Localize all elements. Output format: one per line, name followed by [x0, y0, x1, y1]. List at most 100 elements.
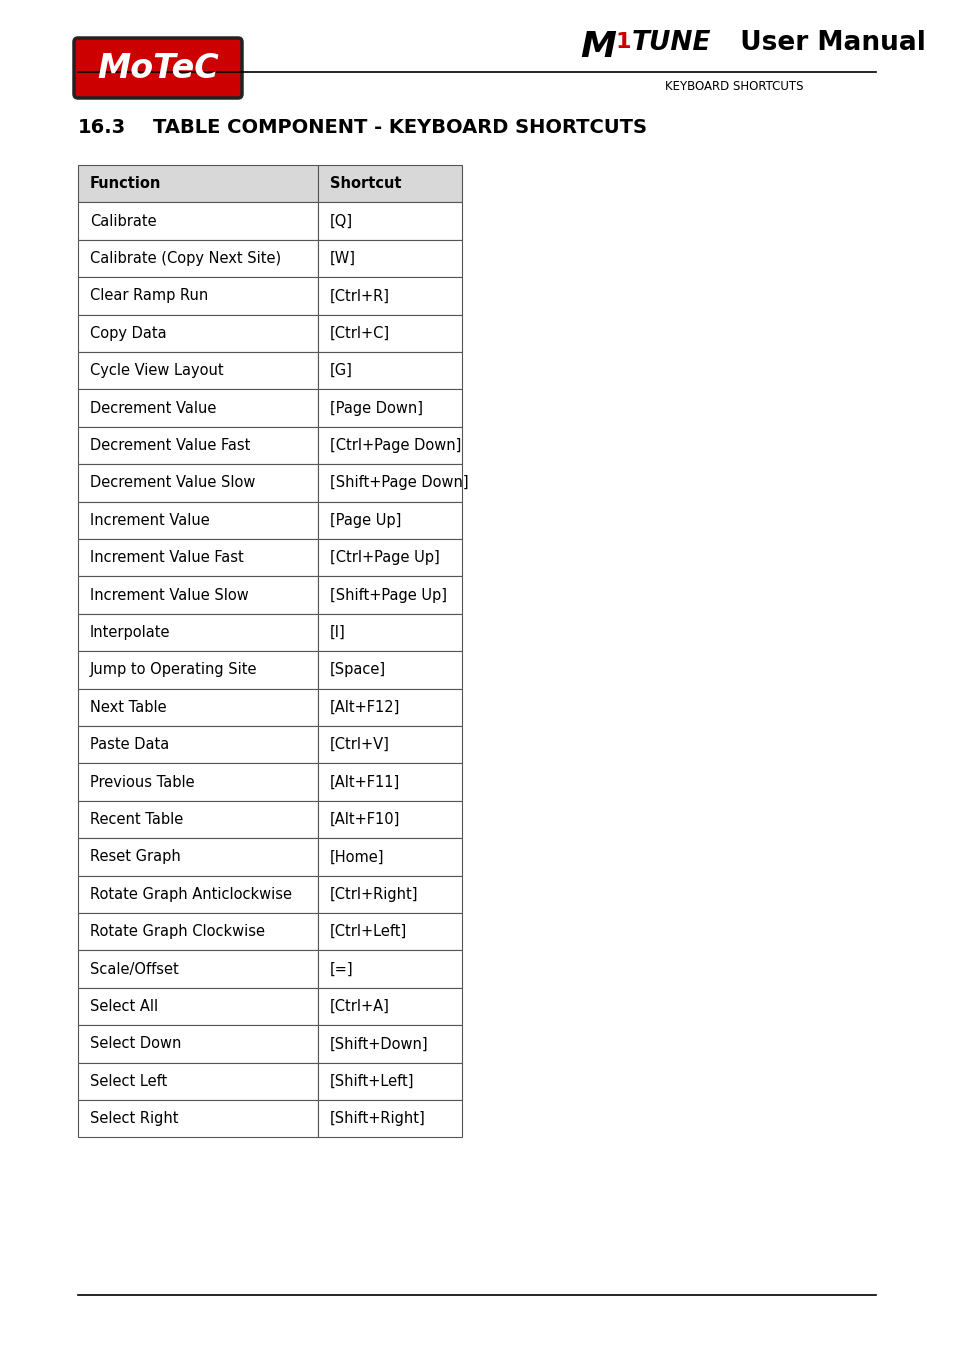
Text: Jump to Operating Site: Jump to Operating Site	[90, 663, 257, 678]
Bar	[78, 539, 317, 576]
Text: Increment Value Fast: Increment Value Fast	[90, 551, 244, 566]
Text: KEYBOARD SHORTCUTS: KEYBOARD SHORTCUTS	[664, 80, 802, 93]
Bar	[78, 614, 317, 651]
Text: Scale/Offset: Scale/Offset	[90, 961, 178, 976]
Text: Calibrate (Copy Next Site): Calibrate (Copy Next Site)	[90, 251, 281, 266]
Text: [Shift+Down]: [Shift+Down]	[330, 1037, 428, 1052]
Text: [Alt+F10]: [Alt+F10]	[330, 811, 400, 828]
Bar	[78, 726, 317, 763]
Text: User Manual: User Manual	[721, 30, 925, 55]
Bar	[78, 763, 317, 801]
Text: [Ctrl+C]: [Ctrl+C]	[330, 325, 390, 340]
Bar	[317, 277, 461, 315]
Text: Paste Data: Paste Data	[90, 737, 169, 752]
Bar	[317, 838, 461, 876]
Text: Clear Ramp Run: Clear Ramp Run	[90, 289, 208, 304]
Text: [Shift+Left]: [Shift+Left]	[330, 1073, 414, 1089]
Text: Rotate Graph Anticlockwise: Rotate Graph Anticlockwise	[90, 887, 292, 902]
Bar	[78, 240, 317, 277]
Bar	[317, 315, 461, 352]
Bar	[317, 576, 461, 614]
Bar	[78, 389, 317, 427]
Bar	[317, 726, 461, 763]
Text: [Shift+Page Down]: [Shift+Page Down]	[330, 475, 468, 490]
Text: [Ctrl+Right]: [Ctrl+Right]	[330, 887, 418, 902]
Text: [Alt+F11]: [Alt+F11]	[330, 775, 400, 790]
Text: M: M	[579, 30, 616, 63]
Text: Interpolate: Interpolate	[90, 625, 171, 640]
Text: 16.3: 16.3	[78, 117, 126, 136]
Bar	[317, 240, 461, 277]
Text: TABLE COMPONENT - KEYBOARD SHORTCUTS: TABLE COMPONENT - KEYBOARD SHORTCUTS	[152, 117, 646, 136]
Text: Select Right: Select Right	[90, 1111, 178, 1126]
Text: [G]: [G]	[330, 363, 353, 378]
Bar	[317, 1025, 461, 1062]
Text: [Ctrl+Left]: [Ctrl+Left]	[330, 925, 407, 940]
Text: [Home]: [Home]	[330, 849, 384, 864]
Bar	[317, 1100, 461, 1138]
Text: [Page Up]: [Page Up]	[330, 513, 401, 528]
Text: Previous Table: Previous Table	[90, 775, 194, 790]
Text: Decrement Value Fast: Decrement Value Fast	[90, 437, 250, 454]
Bar	[78, 502, 317, 539]
Bar	[78, 427, 317, 464]
Text: [Shift+Page Up]: [Shift+Page Up]	[330, 587, 447, 602]
Bar	[78, 688, 317, 726]
Text: [Alt+F12]: [Alt+F12]	[330, 699, 400, 714]
Bar	[317, 913, 461, 950]
Text: Copy Data: Copy Data	[90, 325, 167, 340]
Text: Cycle View Layout: Cycle View Layout	[90, 363, 223, 378]
Text: Shortcut: Shortcut	[330, 177, 401, 192]
Bar	[78, 801, 317, 838]
Bar	[317, 427, 461, 464]
Bar	[78, 315, 317, 352]
Text: Calibrate: Calibrate	[90, 213, 156, 228]
Bar	[78, 1025, 317, 1062]
Text: [Shift+Right]: [Shift+Right]	[330, 1111, 425, 1126]
Text: [Ctrl+R]: [Ctrl+R]	[330, 289, 390, 304]
Bar	[317, 988, 461, 1025]
Text: [Q]: [Q]	[330, 213, 353, 228]
Text: [=]: [=]	[330, 961, 354, 976]
Bar	[78, 165, 317, 202]
Text: Reset Graph: Reset Graph	[90, 849, 180, 864]
Text: [Page Down]: [Page Down]	[330, 401, 422, 416]
Text: Rotate Graph Clockwise: Rotate Graph Clockwise	[90, 925, 265, 940]
Bar	[317, 539, 461, 576]
Bar	[317, 763, 461, 801]
Bar	[317, 352, 461, 389]
Bar	[317, 502, 461, 539]
Bar	[78, 464, 317, 502]
Bar	[78, 950, 317, 988]
Bar	[78, 876, 317, 913]
Bar	[78, 988, 317, 1025]
Text: [I]: [I]	[330, 625, 345, 640]
Bar	[317, 614, 461, 651]
Bar	[317, 950, 461, 988]
Text: Increment Value: Increment Value	[90, 513, 210, 528]
Text: Next Table: Next Table	[90, 699, 167, 714]
FancyBboxPatch shape	[74, 38, 242, 99]
Text: TUNE: TUNE	[631, 30, 711, 55]
Bar	[317, 202, 461, 240]
Text: Decrement Value Slow: Decrement Value Slow	[90, 475, 255, 490]
Text: [Ctrl+Page Down]: [Ctrl+Page Down]	[330, 437, 461, 454]
Bar	[317, 1062, 461, 1100]
Bar	[317, 688, 461, 726]
Bar	[317, 165, 461, 202]
Bar	[78, 838, 317, 876]
Bar	[78, 576, 317, 614]
Bar	[78, 913, 317, 950]
Bar	[317, 389, 461, 427]
Bar	[78, 1062, 317, 1100]
Bar	[78, 651, 317, 688]
Bar	[317, 464, 461, 502]
Bar	[78, 1100, 317, 1138]
Text: Decrement Value: Decrement Value	[90, 401, 216, 416]
Text: Select Left: Select Left	[90, 1073, 167, 1089]
Bar	[317, 801, 461, 838]
Bar	[78, 277, 317, 315]
Text: [Ctrl+A]: [Ctrl+A]	[330, 999, 390, 1014]
Text: Select All: Select All	[90, 999, 158, 1014]
Text: 1: 1	[615, 32, 630, 53]
